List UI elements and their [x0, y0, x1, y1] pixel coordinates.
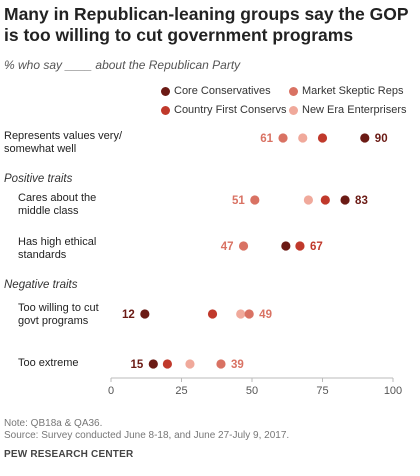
- data-label-high: 83: [355, 195, 368, 207]
- row-label-too-extreme: Too extreme: [18, 357, 79, 370]
- data-point: [207, 309, 218, 319]
- data-label-high: 49: [259, 309, 272, 321]
- data-point: [295, 241, 305, 251]
- chart-subtitle: % who say ____ about the Republican Part…: [4, 58, 241, 72]
- source-line: Source: Survey conducted June 8-18, and …: [4, 430, 290, 441]
- x-tick-label: 50: [246, 385, 258, 397]
- legend-swatch-core-conservatives: [161, 87, 170, 96]
- legend-swatch-country-first-conservs: [161, 106, 170, 115]
- row-label-line: Too willing to cut: [18, 302, 99, 314]
- section-label-positive-traits: Positive traits: [4, 173, 73, 185]
- data-point: [250, 195, 260, 205]
- legend-swatch-market-skeptic-reps: [289, 87, 298, 96]
- row-label-line: Too extreme: [18, 357, 79, 369]
- data-point: [162, 359, 172, 369]
- data-label-low: 61: [260, 133, 273, 145]
- data-point: [278, 133, 288, 143]
- row-label-high-ethical-standards: Has high ethical standards: [18, 236, 96, 262]
- data-label-low: 12: [122, 309, 135, 321]
- data-point: [148, 359, 158, 369]
- data-point: [340, 195, 350, 205]
- data-point: [320, 195, 330, 205]
- data-point: [216, 359, 226, 369]
- data-label-high: 39: [231, 359, 244, 371]
- legend-label-market-skeptic-reps: Market Skeptic Reps: [302, 85, 404, 97]
- row-label-line: middle class: [18, 205, 79, 217]
- chart-title: Many in Republican-leaning groups say th…: [4, 4, 409, 45]
- x-tick-label: 75: [316, 385, 328, 397]
- legend-swatch-new-era-enterprisers: [289, 106, 298, 115]
- row-label-line: standards: [18, 249, 67, 261]
- legend-label-country-first-conservs: Country First Conservs: [174, 104, 287, 116]
- row-label-cares-middle-class: Cares about the middle class: [18, 192, 96, 218]
- section-label-negative-traits: Negative traits: [4, 279, 78, 291]
- data-label-high: 90: [375, 133, 388, 145]
- data-point: [303, 195, 313, 205]
- row-label-line: Cares about the: [18, 192, 97, 204]
- legend-label-core-conservatives: Core Conservatives: [174, 85, 271, 97]
- data-label-low: 51: [232, 195, 245, 207]
- row-label-represents-values: Represents values very/ somewhat well: [4, 130, 122, 156]
- row-label-line: Represents values very/: [4, 130, 122, 142]
- row-label-line: govt programs: [18, 315, 89, 327]
- legend-label-new-era-enterprisers: New Era Enterprisers: [302, 104, 407, 116]
- data-point: [236, 309, 246, 319]
- data-point: [238, 241, 249, 251]
- data-point: [244, 309, 254, 319]
- row-label-line: somewhat well: [4, 143, 77, 155]
- x-tick-label: 25: [175, 385, 187, 397]
- data-point: [360, 133, 370, 143]
- legend: Core Conservatives Market Skeptic Reps C…: [0, 82, 420, 126]
- data-point: [140, 309, 150, 319]
- data-label-high: 67: [310, 241, 323, 253]
- org-credit: PEW RESEARCH CENTER: [4, 449, 134, 460]
- data-point: [185, 359, 195, 369]
- row-label-line: Has high ethical: [18, 236, 97, 248]
- row-label-too-willing-to-cut: Too willing to cut govt programs: [18, 302, 99, 328]
- x-tick-label: 0: [108, 385, 114, 397]
- footnote: Note: QB18a & QA36.: [4, 418, 103, 429]
- data-point: [317, 133, 328, 143]
- data-label-low: 15: [131, 359, 144, 371]
- data-point: [281, 241, 291, 251]
- x-tick-label: 100: [384, 385, 402, 397]
- data-label-low: 47: [221, 241, 234, 253]
- data-point: [298, 133, 308, 143]
